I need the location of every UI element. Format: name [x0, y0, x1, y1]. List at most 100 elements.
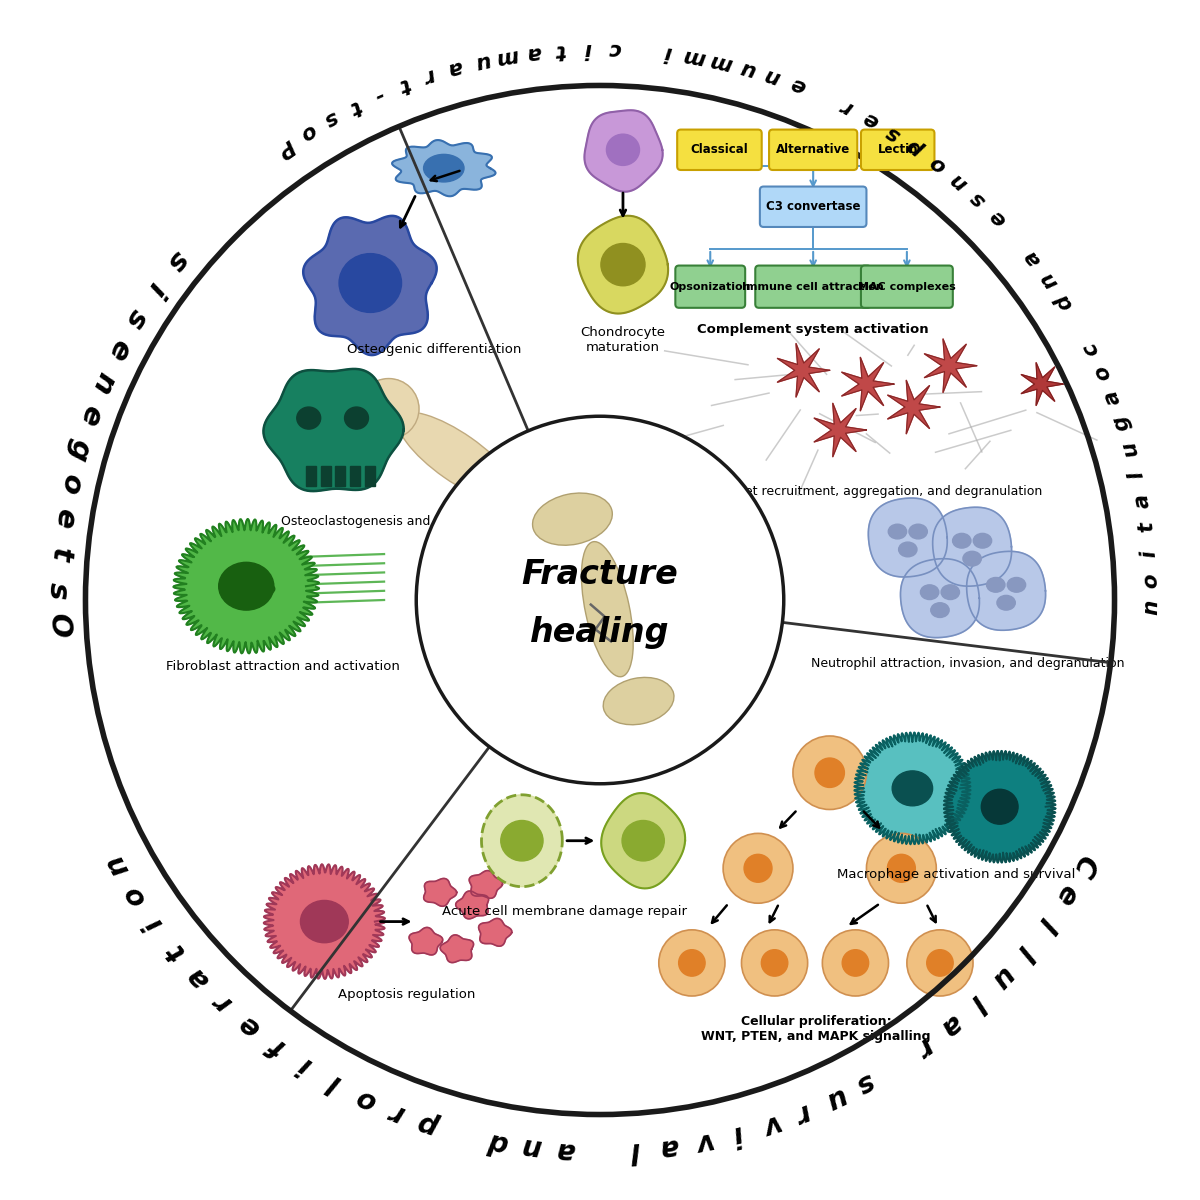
Polygon shape — [924, 338, 977, 392]
Polygon shape — [869, 498, 947, 577]
Text: Opsonization: Opsonization — [670, 282, 751, 292]
Text: a: a — [556, 1135, 576, 1165]
Text: v: v — [691, 1126, 715, 1157]
Text: s: s — [161, 245, 194, 276]
Circle shape — [761, 949, 788, 976]
Text: Classical: Classical — [690, 143, 749, 156]
Ellipse shape — [1007, 577, 1026, 592]
Circle shape — [359, 378, 419, 439]
Polygon shape — [440, 935, 474, 962]
Text: m: m — [682, 46, 707, 68]
Circle shape — [659, 930, 725, 996]
Circle shape — [866, 833, 936, 904]
Polygon shape — [469, 871, 503, 899]
Polygon shape — [841, 358, 894, 410]
Text: t: t — [396, 73, 413, 96]
Text: l: l — [1126, 468, 1147, 480]
Text: i: i — [664, 42, 673, 64]
Ellipse shape — [424, 155, 464, 182]
Text: C: C — [1066, 850, 1100, 881]
Text: P: P — [274, 134, 298, 160]
Polygon shape — [854, 732, 971, 845]
Ellipse shape — [888, 524, 907, 539]
Text: Platelet recruitment, aggregation, and degranulation: Platelet recruitment, aggregation, and d… — [709, 485, 1042, 498]
Text: Alternative: Alternative — [776, 143, 851, 156]
Ellipse shape — [953, 533, 971, 548]
Text: g: g — [1110, 413, 1134, 433]
Text: o: o — [54, 472, 86, 497]
Text: a: a — [181, 961, 215, 994]
Text: i: i — [142, 277, 170, 301]
Ellipse shape — [582, 541, 634, 677]
Ellipse shape — [931, 602, 949, 618]
Ellipse shape — [606, 134, 640, 166]
Polygon shape — [578, 216, 668, 313]
Ellipse shape — [500, 821, 544, 860]
Text: v: v — [757, 1108, 784, 1140]
Ellipse shape — [892, 770, 932, 806]
Text: -: - — [371, 84, 388, 106]
Text: C3 convertase: C3 convertase — [766, 200, 860, 214]
Polygon shape — [481, 794, 563, 887]
Text: e: e — [73, 402, 107, 430]
Text: f: f — [263, 1031, 289, 1061]
Ellipse shape — [622, 821, 665, 860]
Text: s: s — [967, 187, 990, 211]
FancyBboxPatch shape — [860, 265, 953, 308]
Text: i: i — [1139, 550, 1159, 558]
Ellipse shape — [997, 595, 1015, 610]
Bar — [335, 466, 346, 486]
Circle shape — [793, 736, 866, 810]
Polygon shape — [601, 793, 685, 888]
Text: e: e — [102, 335, 136, 365]
Ellipse shape — [533, 493, 612, 545]
Ellipse shape — [218, 563, 274, 610]
Text: t: t — [46, 547, 74, 563]
FancyBboxPatch shape — [755, 265, 871, 308]
Text: o: o — [925, 151, 949, 176]
Ellipse shape — [260, 584, 275, 594]
Text: d: d — [1051, 290, 1076, 314]
Polygon shape — [814, 403, 866, 457]
Text: a: a — [445, 56, 464, 79]
Text: p: p — [904, 136, 928, 161]
Text: e: e — [1049, 880, 1082, 911]
Text: o: o — [296, 120, 319, 145]
Circle shape — [907, 930, 973, 996]
FancyBboxPatch shape — [676, 265, 745, 308]
Polygon shape — [264, 864, 385, 979]
Text: e: e — [985, 205, 1009, 230]
Ellipse shape — [296, 407, 320, 430]
Text: t: t — [346, 95, 364, 118]
Ellipse shape — [973, 533, 991, 548]
Text: n: n — [1037, 268, 1062, 292]
Text: l: l — [1010, 938, 1038, 964]
Polygon shape — [584, 110, 662, 192]
Polygon shape — [888, 380, 940, 434]
Polygon shape — [778, 343, 829, 397]
Bar — [365, 466, 374, 486]
Circle shape — [926, 949, 953, 976]
Ellipse shape — [397, 413, 517, 503]
Text: r: r — [911, 1031, 937, 1061]
Text: s: s — [852, 1067, 880, 1099]
Polygon shape — [932, 508, 1012, 586]
Text: i: i — [293, 1051, 316, 1080]
Polygon shape — [424, 878, 457, 906]
Polygon shape — [264, 368, 403, 491]
Ellipse shape — [899, 542, 917, 557]
Text: u: u — [737, 56, 757, 80]
Ellipse shape — [920, 584, 938, 600]
Circle shape — [815, 758, 845, 787]
Circle shape — [497, 479, 552, 534]
Polygon shape — [967, 551, 1045, 630]
Text: r: r — [838, 96, 856, 119]
Text: r: r — [208, 986, 238, 1016]
Text: s: s — [44, 582, 72, 600]
Text: s: s — [883, 121, 905, 145]
Text: a: a — [1100, 388, 1124, 408]
Text: n: n — [520, 1132, 542, 1162]
FancyBboxPatch shape — [860, 130, 935, 170]
Text: n: n — [100, 850, 134, 881]
Ellipse shape — [300, 900, 348, 943]
